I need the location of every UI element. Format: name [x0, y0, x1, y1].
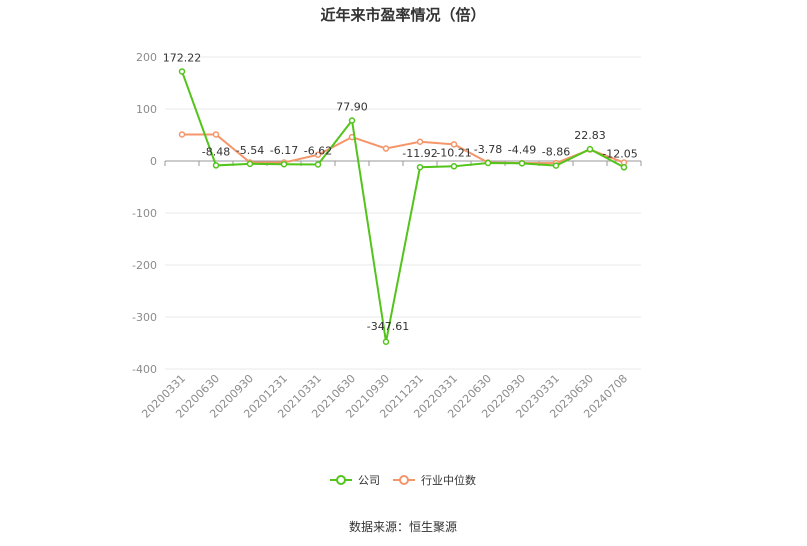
- data-point-company[interactable]: [552, 162, 560, 169]
- data-point-company[interactable]: [178, 68, 186, 75]
- data-labels: 172.22 -8.48 -5.54 -6.17 -6.62 77.90 -347.61 -1…: [163, 51, 638, 332]
- data-label-company: -11.92: [402, 147, 437, 160]
- y-tick-label: 200: [136, 51, 157, 64]
- legend-marker-industry: [399, 475, 409, 485]
- data-point-company[interactable]: [416, 163, 424, 171]
- data-label-company: 77.90: [336, 100, 368, 113]
- data-label-company: -6.17: [270, 144, 298, 157]
- data-point-company[interactable]: [620, 164, 628, 171]
- data-point-company[interactable]: [314, 161, 322, 168]
- data-point-company[interactable]: [450, 163, 458, 170]
- data-point-industry[interactable]: [382, 145, 390, 152]
- series-line-company: [181, 71, 625, 342]
- data-point-company[interactable]: [280, 160, 288, 168]
- legend-item-company[interactable]: 公司: [330, 474, 380, 487]
- data-point-industry[interactable]: [212, 131, 220, 138]
- source-text: 数据来源：恒生聚源: [349, 519, 457, 534]
- data-label-company: -10.21: [436, 146, 471, 159]
- data-label-company: -6.62: [304, 144, 332, 157]
- legend-label-industry: 行业中位数: [421, 473, 476, 487]
- data-point-company[interactable]: [484, 159, 492, 167]
- data-point-company[interactable]: [518, 160, 526, 167]
- data-label-company: -12.05: [602, 147, 637, 160]
- y-tick-label: -300: [132, 311, 157, 324]
- y-tick-label: -200: [132, 259, 157, 272]
- chart-title: 近年来市盈率情况（倍）: [320, 6, 485, 24]
- data-point-industry[interactable]: [314, 151, 322, 159]
- data-label-company: -8.48: [202, 145, 230, 158]
- data-label-company: 22.83: [574, 129, 606, 142]
- data-label-company: 172.22: [163, 51, 202, 64]
- series: [178, 68, 628, 346]
- data-point-company[interactable]: [348, 117, 356, 124]
- data-point-company[interactable]: [586, 145, 594, 153]
- legend-label-company: 公司: [358, 474, 380, 487]
- y-tick-label: -400: [132, 363, 157, 376]
- data-label-company: -347.61: [367, 320, 409, 333]
- y-tick-label: 100: [136, 103, 157, 116]
- legend-marker-company: [336, 475, 346, 485]
- legend-item-industry[interactable]: 行业中位数: [393, 473, 476, 487]
- data-point-industry[interactable]: [416, 138, 424, 146]
- data-label-company: -5.54: [236, 144, 264, 157]
- data-label-company: -4.49: [508, 143, 536, 156]
- series-line-industry: [182, 133, 625, 165]
- legend: 公司 行业中位数: [330, 473, 476, 487]
- y-tick-label: 0: [150, 155, 157, 168]
- data-label-company: -3.78: [474, 143, 502, 156]
- data-point-company[interactable]: [382, 338, 390, 346]
- y-tick-label: -100: [132, 207, 157, 220]
- data-point-industry[interactable]: [450, 141, 458, 148]
- data-point-company[interactable]: [212, 162, 220, 169]
- axes: 2001000-100-200-300-40020200331202006302…: [132, 51, 642, 421]
- data-point-industry[interactable]: [178, 131, 186, 138]
- data-label-company: -8.86: [542, 146, 570, 159]
- data-point-company[interactable]: [246, 160, 254, 168]
